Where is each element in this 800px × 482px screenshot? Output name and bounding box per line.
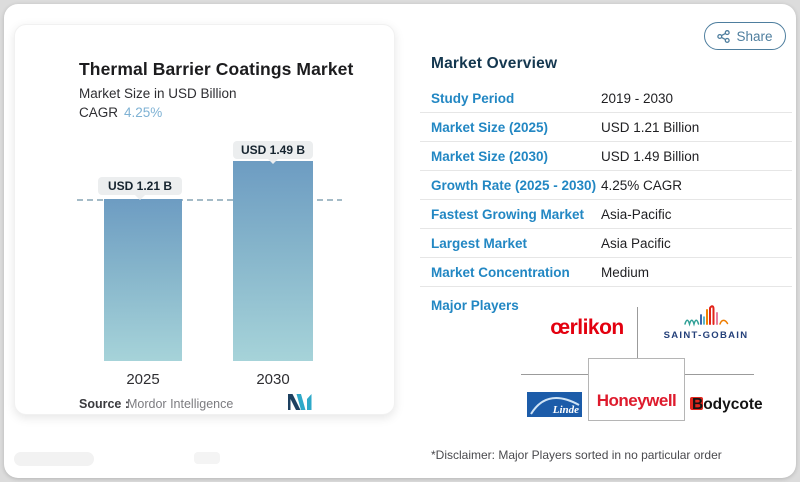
source-value: Mordor Intelligence — [127, 397, 234, 411]
cagr-value: 4.25% — [124, 105, 163, 120]
table-row-growth-rate: Growth Rate (2025 - 2030) 4.25% CAGR — [420, 171, 792, 200]
major-players-label: Major Players — [431, 298, 519, 313]
row-value: Asia Pacific — [601, 235, 671, 251]
row-value: Medium — [601, 264, 650, 280]
players-connector-horizontal-left — [521, 374, 588, 375]
row-value: 2019 - 2030 — [601, 90, 674, 106]
table-row-market-size-2025: Market Size (2025) USD 1.21 Billion — [420, 113, 792, 142]
saint-gobain-logo: SAINT-GOBAIN — [654, 303, 758, 341]
mordor-intelligence-logo-icon — [288, 394, 312, 410]
linde-logo: Linde — [527, 392, 582, 417]
players-connector-horizontal-right — [685, 374, 754, 375]
faded-placeholder — [14, 452, 94, 466]
share-button[interactable]: Share — [704, 22, 786, 50]
source-label: Source : — [79, 397, 130, 411]
x-axis-label-2025: 2025 — [126, 371, 160, 388]
table-row-study-period: Study Period 2019 - 2030 — [420, 84, 792, 113]
row-label: Market Size (2025) — [431, 119, 549, 135]
disclaimer-text: *Disclaimer: Major Players sorted in no … — [431, 448, 722, 462]
share-icon — [717, 29, 731, 43]
reference-dashed-line — [77, 199, 342, 201]
row-label: Market Size (2030) — [431, 148, 549, 164]
table-row-largest-market: Largest Market Asia Pacific — [420, 229, 792, 258]
bodycote-logo: B odycote — [690, 396, 763, 414]
linde-logo-text: Linde — [552, 404, 579, 416]
share-button-label: Share — [736, 28, 773, 44]
honeywell-logo-box: Honeywell — [588, 358, 685, 421]
bodycote-red-square-icon — [690, 397, 703, 410]
linde-swoosh-icon — [530, 397, 580, 415]
players-connector-vertical — [637, 307, 638, 358]
table-row-market-concentration: Market Concentration Medium — [420, 258, 792, 287]
table-row-market-size-2030: Market Size (2030) USD 1.49 Billion — [420, 142, 792, 171]
report-card: Thermal Barrier Coatings Market Market S… — [4, 4, 796, 478]
cagr-label: CAGR — [79, 105, 119, 120]
bar-value-text-2025: USD 1.21 B — [107, 179, 173, 193]
bar-2030[interactable] — [233, 161, 313, 361]
x-axis-label-2030: 2030 — [256, 371, 290, 388]
bodycote-initial-mark: B — [690, 396, 704, 414]
chart-subtitle: Market Size in USD Billion — [79, 86, 237, 101]
row-label: Fastest Growing Market — [431, 206, 585, 222]
bar-2025[interactable] — [104, 199, 182, 361]
row-label: Growth Rate (2025 - 2030) — [431, 177, 597, 193]
market-size-chart-card: Thermal Barrier Coatings Market Market S… — [14, 24, 395, 415]
faded-placeholder — [194, 452, 220, 464]
honeywell-logo-text: Honeywell — [596, 391, 677, 410]
row-label: Market Concentration — [431, 264, 570, 280]
market-overview-table: Study Period 2019 - 2030 Market Size (20… — [420, 84, 792, 287]
saint-gobain-logo-text: SAINT-GOBAIN — [663, 330, 749, 341]
bar-value-label-2025: USD 1.21 B — [98, 177, 182, 195]
table-row-fastest-growing-market: Fastest Growing Market Asia-Pacific — [420, 200, 792, 229]
row-value: 4.25% CAGR — [601, 177, 683, 193]
market-overview-heading: Market Overview — [431, 55, 558, 72]
row-label: Study Period — [431, 90, 515, 106]
bodycote-logo-text: odycote — [703, 396, 763, 413]
saint-gobain-skyline-icon — [684, 305, 729, 327]
row-value: USD 1.21 Billion — [601, 119, 700, 135]
row-label: Largest Market — [431, 235, 528, 251]
cagr-row: CAGR 4.25% — [79, 105, 162, 120]
row-value: USD 1.49 Billion — [601, 148, 700, 164]
bar-value-label-2030: USD 1.49 B — [233, 141, 313, 159]
bodycote-initial-letter: B — [692, 396, 704, 413]
oerlikon-logo: œrlikon — [550, 316, 624, 339]
row-value: Asia-Pacific — [601, 206, 672, 222]
bar-value-text-2030: USD 1.49 B — [240, 143, 306, 157]
chart-title: Thermal Barrier Coatings Market — [79, 59, 354, 79]
